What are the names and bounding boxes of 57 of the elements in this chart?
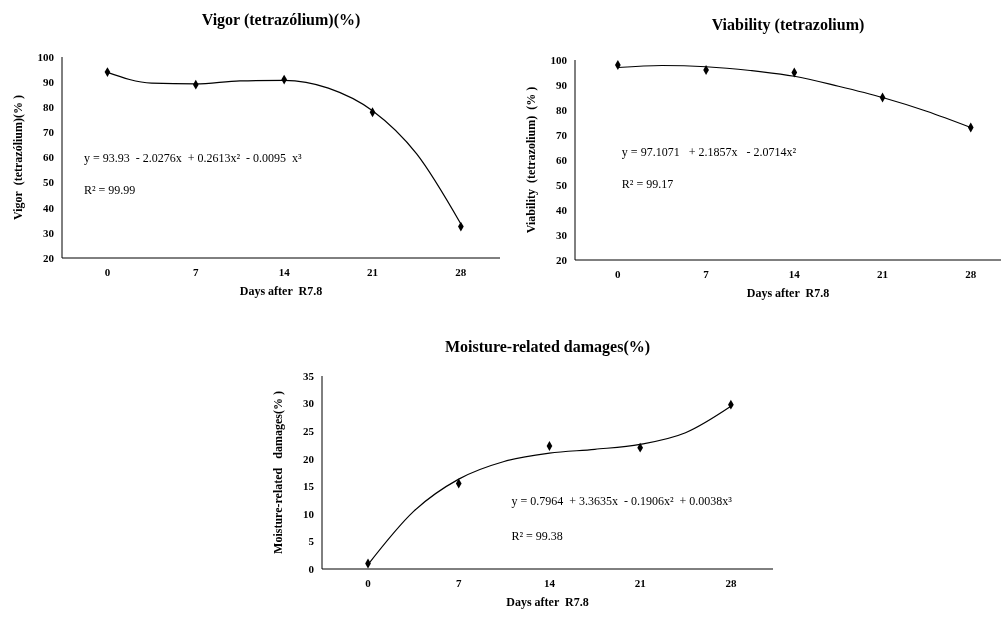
x-tick-label: 7 bbox=[193, 266, 200, 278]
x-tick-label: 21 bbox=[634, 577, 646, 589]
annotation: y = 0.7964 + 3.3635x - 0.1906x² + 0.0038x³ bbox=[511, 494, 733, 509]
y-axis-title: Moisture-related damages(% ) bbox=[271, 391, 285, 554]
x-axis-title: Days after R7.8 bbox=[239, 284, 323, 298]
y-tick-label: 35 bbox=[303, 369, 315, 382]
x-tick-label: 7 bbox=[703, 268, 710, 280]
annotation: y = 97.1071 + 2.1857x - 2.0714x² bbox=[621, 145, 797, 159]
x-tick-label: 28 bbox=[455, 266, 467, 278]
x-tick-label: 21 bbox=[877, 268, 889, 280]
y-tick-label: 80 bbox=[556, 103, 568, 116]
annotation: R² = 99.99 bbox=[83, 182, 136, 197]
y-tick-label: 80 bbox=[43, 101, 55, 114]
y-tick-label: 30 bbox=[43, 226, 55, 239]
x-tick-label: 0 bbox=[365, 577, 372, 589]
chart-title: Moisture-related damages(%) bbox=[444, 338, 651, 356]
y-tick-label: 20 bbox=[556, 253, 568, 266]
y-tick-label: 15 bbox=[303, 480, 315, 493]
x-tick-label: 14 bbox=[788, 268, 801, 280]
y-tick-label: 100 bbox=[37, 50, 55, 63]
chart-title: Viability (tetrazolium) bbox=[711, 16, 865, 34]
x-tick-label: 28 bbox=[725, 577, 737, 589]
y-tick-label: 20 bbox=[303, 452, 315, 465]
y-tick-label: 30 bbox=[303, 397, 315, 410]
y-tick-label: 90 bbox=[43, 75, 55, 88]
annotation: R² = 99.38 bbox=[511, 529, 563, 544]
y-tick-label: 50 bbox=[556, 178, 568, 191]
x-tick-label: 0 bbox=[615, 268, 622, 280]
y-tick-label: 50 bbox=[43, 176, 55, 189]
x-axis-title: Days after R7.8 bbox=[506, 595, 589, 609]
chart-title: Vigor (tetrazólium)(%) bbox=[201, 11, 361, 29]
annotation: y = 93.93 - 2.0276x + 0.2613x² - 0.0095 x³ bbox=[83, 150, 303, 165]
x-tick-label: 28 bbox=[965, 268, 977, 280]
y-tick-label: 90 bbox=[556, 78, 568, 91]
y-axis-title: Vigor (tetrazólium)(% ) bbox=[11, 95, 25, 220]
annotation: R² = 99.17 bbox=[621, 177, 674, 191]
y-tick-label: 70 bbox=[43, 126, 55, 139]
y-tick-label: 40 bbox=[556, 203, 568, 216]
y-tick-label: 60 bbox=[556, 153, 568, 166]
y-tick-label: 0 bbox=[308, 562, 315, 575]
x-tick-label: 7 bbox=[455, 577, 462, 589]
x-tick-label: 21 bbox=[367, 266, 379, 278]
point bbox=[546, 441, 553, 451]
y-tick-label: 10 bbox=[303, 507, 315, 520]
y-tick-label: 70 bbox=[556, 128, 568, 141]
y-tick-label: 30 bbox=[556, 228, 568, 241]
y-axis-title: Viability (tetrazolium) (% ) bbox=[524, 86, 538, 234]
x-axis-title: Days after R7.8 bbox=[746, 286, 830, 300]
y-tick-label: 100 bbox=[550, 53, 568, 66]
y-tick-label: 20 bbox=[43, 251, 55, 264]
x-tick-label: 14 bbox=[543, 577, 556, 589]
x-tick-label: 0 bbox=[104, 266, 111, 278]
x-tick-label: 14 bbox=[278, 266, 291, 278]
y-tick-label: 60 bbox=[43, 151, 55, 164]
y-tick-label: 25 bbox=[303, 424, 315, 437]
y-tick-label: 40 bbox=[43, 201, 55, 214]
y-tick-label: 5 bbox=[308, 535, 315, 548]
